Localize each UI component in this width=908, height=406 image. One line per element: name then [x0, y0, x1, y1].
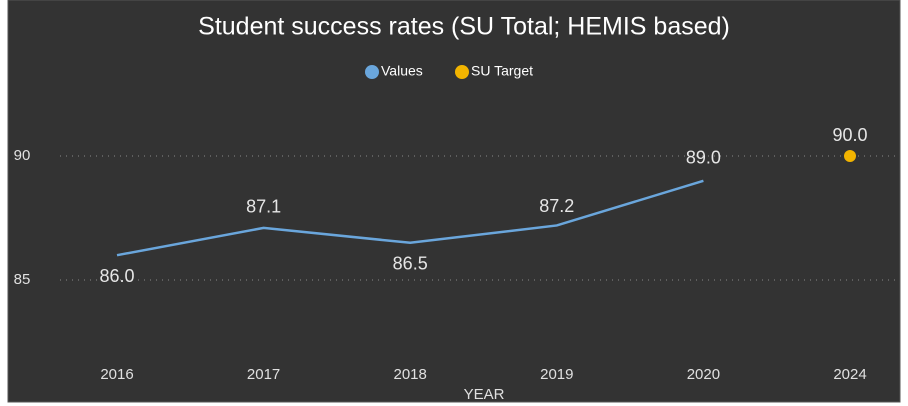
x-tick-label: 2017: [247, 366, 280, 383]
x-tick-label: 2020: [687, 366, 720, 383]
data-label: 86.0: [99, 266, 134, 286]
chart-background: [7, 0, 901, 403]
x-tick-label: 2019: [540, 366, 573, 383]
data-label: 86.5: [393, 254, 428, 274]
data-label: 89.0: [686, 148, 721, 168]
x-tick-label: 2018: [394, 366, 427, 383]
data-label: 87.1: [246, 197, 281, 217]
data-label: 90.0: [832, 125, 867, 145]
data-point: [844, 150, 856, 162]
data-label: 87.2: [539, 196, 574, 216]
y-tick-label: 90: [14, 147, 31, 164]
x-tick-label: 2024: [833, 366, 866, 383]
legend-marker: [365, 65, 379, 79]
x-axis-title: YEAR: [464, 386, 505, 403]
y-tick-label: 85: [14, 271, 31, 288]
legend-label: Values: [381, 63, 423, 79]
x-tick-label: 2016: [100, 366, 133, 383]
series-line: [116, 179, 704, 257]
chart-title: Student success rates (SU Total; HEMIS b…: [198, 13, 730, 41]
legend-marker: [455, 65, 469, 79]
legend-label: SU Target: [471, 63, 533, 79]
